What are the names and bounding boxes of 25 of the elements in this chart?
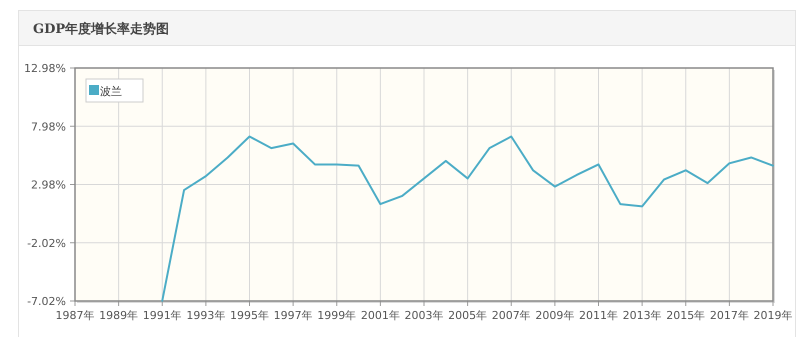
x-tick-label: 2005年: [448, 309, 488, 322]
x-tick-label: 2019年: [754, 309, 792, 322]
x-tick-label: 1997年: [274, 309, 313, 322]
x-tick-label: 1999年: [317, 309, 356, 322]
chart-title: GDP年度增长率走势图: [33, 21, 170, 37]
x-tick-label: 2017年: [710, 309, 749, 322]
y-tick-label: 2.98%: [31, 178, 66, 192]
x-tick-label: 1993年: [186, 309, 226, 322]
x-tick-label: 2007年: [492, 309, 531, 322]
x-tick-label: 2003年: [404, 309, 444, 322]
x-tick-label: 1989年: [99, 309, 138, 322]
y-tick-label: 7.98%: [31, 120, 66, 134]
x-tick-label: 2011年: [579, 309, 618, 322]
x-tick-label: 2013年: [622, 309, 662, 322]
x-tick-label: 2001年: [360, 309, 400, 322]
y-tick-label: -2.02%: [27, 236, 66, 250]
y-tick-label: 12.98%: [24, 62, 66, 75]
line-series: [161, 136, 774, 302]
legend-label: 波兰: [100, 85, 122, 98]
x-tick-label: 2009年: [535, 309, 574, 322]
x-tick-label: 2015年: [666, 309, 706, 322]
x-tick-label: 1991年: [142, 309, 182, 322]
y-tick-label: -7.02%: [27, 295, 66, 308]
x-tick-label: 1995年: [230, 309, 269, 322]
x-tick-label: 1987年: [56, 309, 94, 322]
